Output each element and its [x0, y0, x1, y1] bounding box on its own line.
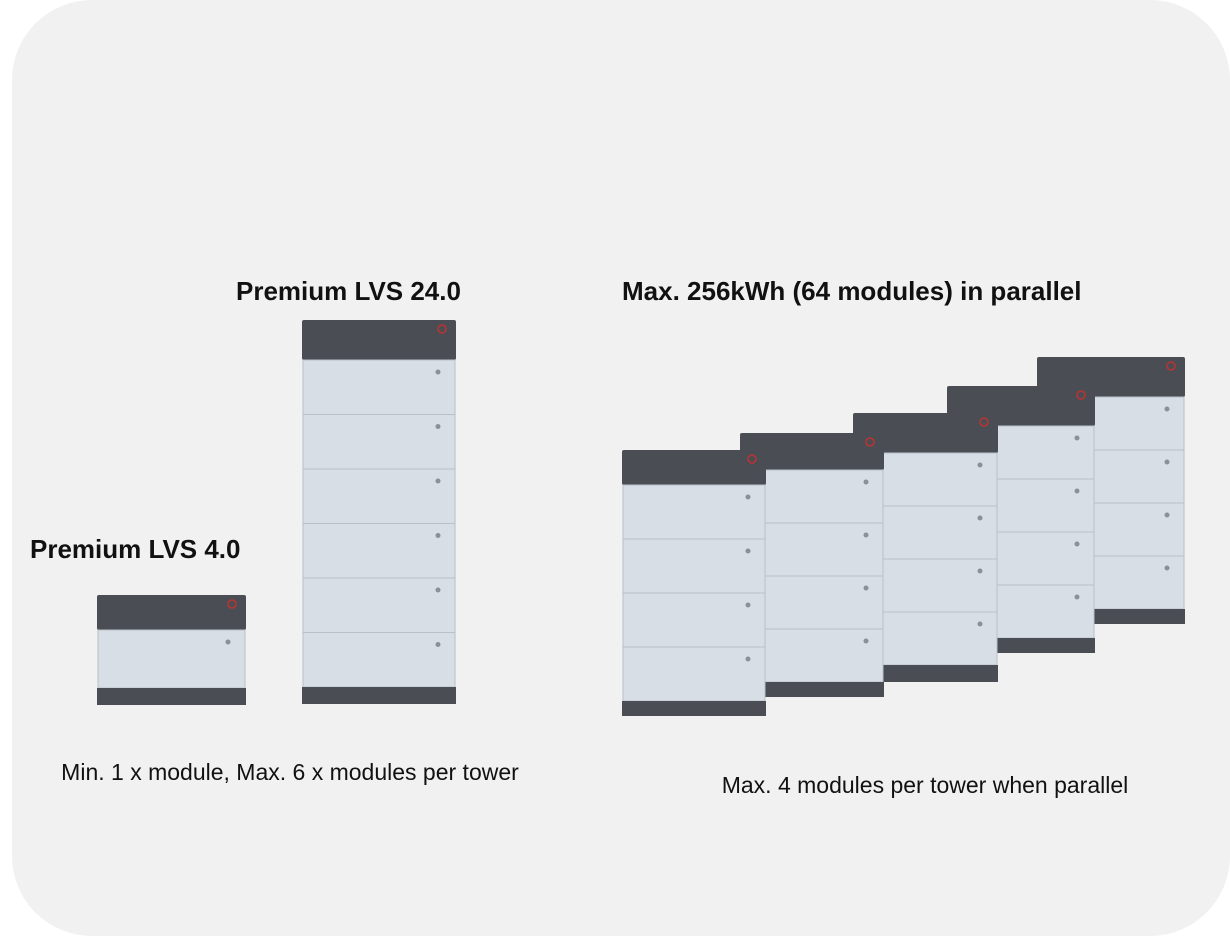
- logo: [865, 437, 875, 447]
- module-led: [745, 656, 751, 662]
- tower-cap: [622, 450, 766, 485]
- module-led: [745, 548, 751, 554]
- logo: [979, 417, 989, 427]
- module: [622, 592, 766, 648]
- tower-label: Premium LVS 4.0: [30, 534, 241, 564]
- module: [302, 632, 456, 688]
- logo: [227, 599, 237, 609]
- tower-cap: [302, 320, 456, 360]
- module-led: [1074, 594, 1080, 600]
- module-led: [435, 587, 441, 593]
- module: [622, 484, 766, 540]
- tower-base: [97, 688, 246, 705]
- module-led: [1164, 459, 1170, 465]
- module-led: [435, 642, 441, 647]
- tower-base: [302, 687, 456, 704]
- tower-cap: [853, 413, 998, 453]
- module: [302, 577, 456, 633]
- module-led: [863, 638, 869, 644]
- tower-label: Premium LVS 24.0: [236, 276, 461, 306]
- module-led: [1074, 488, 1080, 494]
- module-led: [1164, 512, 1170, 518]
- caption: Min. 1 x module, Max. 6 x modules per to…: [61, 759, 519, 785]
- module-led: [745, 602, 751, 608]
- tower-base: [853, 665, 998, 682]
- module: [302, 468, 456, 524]
- module: [302, 523, 456, 579]
- module: [622, 538, 766, 594]
- module-led: [977, 515, 983, 521]
- module: [302, 359, 456, 415]
- module-led: [435, 369, 441, 375]
- tower-base: [622, 701, 766, 716]
- module-led: [1074, 435, 1080, 441]
- module-led: [977, 462, 983, 468]
- module: [302, 414, 456, 470]
- module: [622, 646, 766, 702]
- module-led: [435, 424, 441, 429]
- module-led: [863, 532, 869, 538]
- tower-cap: [97, 595, 246, 630]
- module-led: [435, 533, 441, 538]
- module-led: [435, 478, 441, 484]
- module-led: [1074, 541, 1080, 547]
- tower-base: [740, 682, 884, 697]
- module-led: [977, 621, 983, 627]
- logo: [1166, 361, 1176, 371]
- module-led: [977, 568, 983, 574]
- module-led: [1164, 565, 1170, 571]
- parallel-label: Max. 256kWh (64 modules) in parallel: [622, 276, 1082, 306]
- module-led: [863, 479, 869, 485]
- module-led: [225, 639, 231, 645]
- logo: [1076, 390, 1086, 400]
- module-led: [863, 585, 869, 591]
- tower-cap: [740, 433, 884, 470]
- module: [97, 629, 246, 689]
- caption: Max. 4 modules per tower when parallel: [721, 772, 1129, 798]
- logo: [437, 324, 447, 334]
- logo: [747, 454, 757, 464]
- module-led: [745, 494, 751, 500]
- module-led: [1164, 406, 1170, 412]
